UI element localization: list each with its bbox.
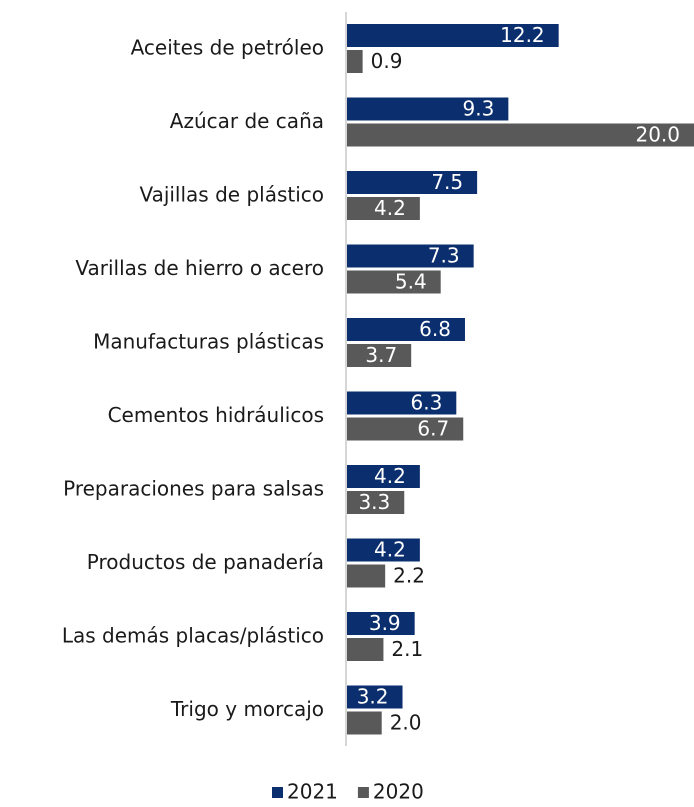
value-label: 3.2 (357, 685, 389, 709)
category-label: Varillas de hierro o acero (75, 256, 324, 280)
bar (347, 612, 415, 635)
legend-swatch (272, 787, 283, 798)
bar (347, 564, 386, 588)
bar (347, 97, 509, 121)
legend-swatch (357, 787, 369, 798)
bar (347, 244, 474, 268)
category-label: Manufacturas plásticas (93, 330, 324, 354)
value-label: 5.4 (395, 270, 427, 294)
value-label: 4.2 (374, 196, 406, 220)
value-label: 2.1 (391, 637, 423, 661)
bar (347, 50, 363, 73)
value-label: 7.5 (431, 170, 463, 194)
value-label: 2.0 (390, 711, 422, 735)
bar (347, 123, 694, 147)
bar (347, 24, 559, 47)
value-label: 4.2 (374, 538, 406, 562)
value-label: 12.2 (500, 23, 545, 47)
category-label: Productos de panadería (87, 550, 324, 574)
bar (347, 391, 457, 415)
bar (347, 491, 405, 514)
category-label: Trigo y morcajo (170, 697, 324, 721)
value-label: 6.8 (419, 317, 451, 341)
value-label: 4.2 (374, 464, 406, 488)
category-label: Aceites de petróleo (131, 36, 324, 60)
bar (347, 685, 403, 709)
bar (347, 711, 382, 735)
category-label: Azúcar de caña (170, 109, 324, 133)
category-label: Las demás placas/plástico (62, 624, 324, 648)
category-label: Cementos hidráulicos (108, 403, 324, 427)
value-label: 3.7 (365, 343, 397, 367)
value-label: 7.3 (428, 244, 460, 268)
bar (347, 318, 465, 341)
legend-label: 2020 (373, 780, 424, 804)
value-label: 3.3 (358, 490, 390, 514)
value-label: 6.3 (410, 391, 442, 415)
bar (347, 344, 412, 367)
legend-label: 2021 (287, 780, 338, 804)
bar (347, 171, 478, 194)
value-label: 6.7 (417, 417, 449, 441)
value-label: 9.3 (463, 97, 495, 121)
bar (347, 538, 420, 562)
value-label: 2.2 (393, 564, 425, 588)
bar (347, 465, 420, 488)
bar (347, 638, 384, 661)
category-label: Vajillas de plástico (139, 183, 324, 207)
value-label: 3.9 (369, 611, 401, 635)
bar (347, 270, 441, 294)
bar (347, 417, 464, 441)
value-label: 20.0 (635, 123, 680, 147)
value-label: 0.9 (371, 49, 403, 73)
bar (347, 197, 420, 220)
category-label: Preparaciones para salsas (63, 477, 324, 501)
